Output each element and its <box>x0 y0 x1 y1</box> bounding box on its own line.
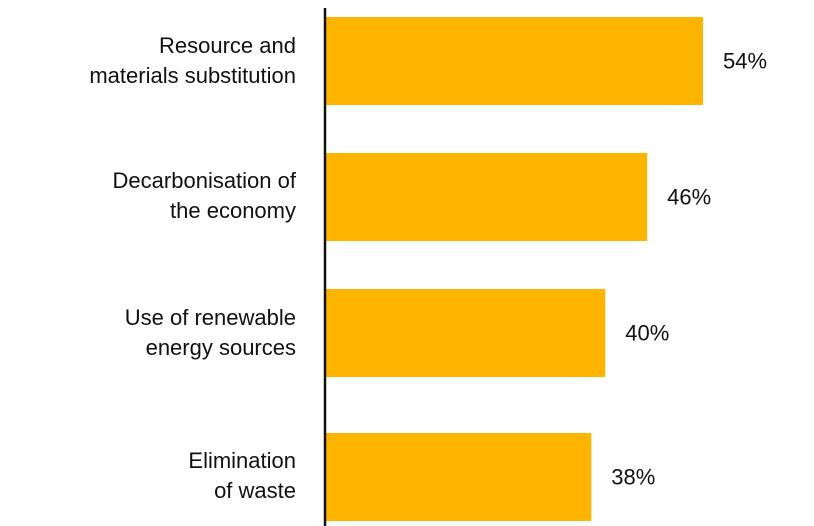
value-label-3: 38% <box>611 465 655 490</box>
value-labels-group: 54% 46% 40% 38% <box>611 49 767 490</box>
category-label-line: of waste <box>214 478 296 503</box>
value-label-2: 40% <box>625 321 669 346</box>
category-label-line: Resource and <box>159 33 296 58</box>
value-label-1: 46% <box>667 185 711 210</box>
value-label-0: 54% <box>723 49 767 74</box>
category-label-line: Decarbonisation of <box>112 168 296 193</box>
category-label-line: energy sources <box>145 335 296 360</box>
category-label-resource-substitution: Resource and materials substitution <box>0 31 296 91</box>
category-label-line: Elimination <box>188 448 296 473</box>
category-label-decarbonisation: Decarbonisation of the economy <box>0 166 296 226</box>
category-label-line: Use of renewable <box>124 305 296 330</box>
bar-3 <box>326 433 592 521</box>
bar-1 <box>326 153 648 241</box>
category-label-line: materials substitution <box>89 63 296 88</box>
category-label-renewable-energy: Use of renewable energy sources <box>0 303 296 363</box>
bar-0 <box>326 17 703 105</box>
bars-group <box>326 17 703 521</box>
bar-2 <box>326 289 606 377</box>
category-label-line: the economy <box>170 198 296 223</box>
category-label-elimination-of-waste: Elimination of waste <box>0 446 296 506</box>
